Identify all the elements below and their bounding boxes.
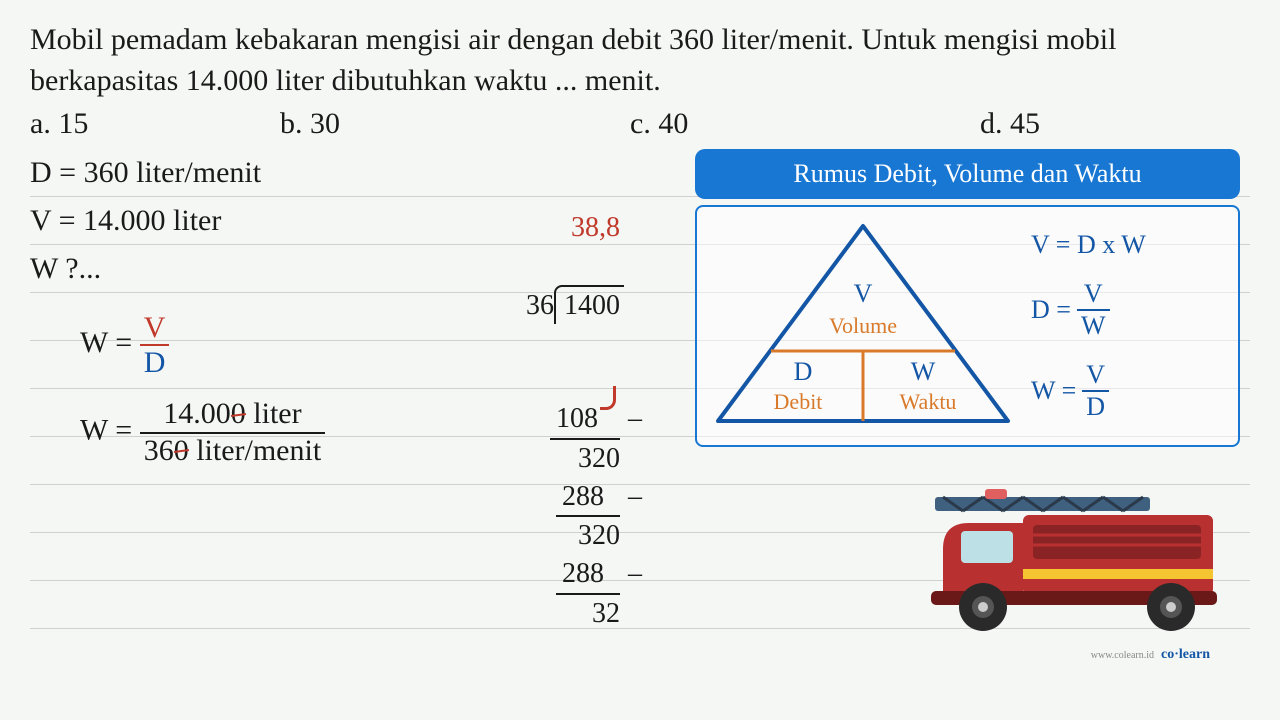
formula-box-title: Rumus Debit, Volume dan Waktu: [695, 149, 1240, 199]
given-d: D = 360 liter/menit: [30, 149, 325, 197]
firetruck-icon: [925, 479, 1220, 639]
choice-a: a. 15: [30, 107, 280, 141]
answer-choices: a. 15 b. 30 c. 40 d. 45: [30, 107, 1250, 141]
choice-b: b. 30: [280, 107, 630, 141]
quotient: 38,8: [480, 209, 640, 247]
eq-volume: V = D x W: [1031, 230, 1222, 260]
formula-step-1: W = V D: [30, 311, 325, 379]
brand-watermark: www.colearn.id co·learn: [1091, 647, 1210, 663]
choice-d: d. 45: [980, 107, 1040, 141]
given-v: V = 14.000 liter: [30, 197, 325, 245]
formula-reference-box: Rumus Debit, Volume dan Waktu V Volume D…: [695, 149, 1240, 447]
formula-equations: V = D x W D = VW W = VD: [1031, 221, 1222, 431]
eq-waktu: W = VD: [1031, 360, 1222, 422]
eq-debit: D = VW: [1031, 279, 1222, 341]
formula-triangle: V Volume D Debit W Waktu: [713, 221, 1013, 431]
formula-step-2: W = 14.000 liter 360 liter/menit: [30, 397, 325, 468]
long-division: 38,8 361400 108– 320 288– 320 288– 32: [480, 209, 640, 633]
choice-c: c. 40: [630, 107, 980, 141]
question-text: Mobil pemadam kebakaran mengisi air deng…: [30, 20, 1250, 101]
given-w: W ?...: [30, 245, 325, 293]
given-values: D = 360 liter/menit V = 14.000 liter W ?…: [30, 149, 325, 468]
work-area: D = 360 liter/menit V = 14.000 liter W ?…: [30, 149, 1250, 669]
